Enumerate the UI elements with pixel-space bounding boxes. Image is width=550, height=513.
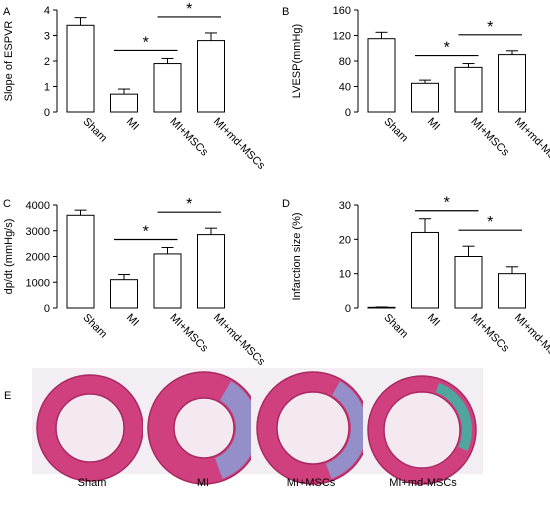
panel-c: C 0 1000 2000 3000 4000 dp/dt (mmHg/s) Sham MI MI… [3, 196, 267, 368]
panel-c-y-tick-label: 4000 [26, 200, 50, 212]
panel-b-bar-mi-mscs [454, 66, 483, 113]
panel-a-bar-mi-mscs [153, 63, 182, 113]
fibrosis-region [325, 381, 367, 479]
panel-c-bar-mi-mscs [153, 253, 182, 309]
heart-lumen [175, 399, 233, 457]
histology-image-mi-md-mscs [363, 368, 483, 485]
panel-b-significance-star: * [444, 40, 450, 57]
panel-c-y-tick-label: 0 [44, 303, 50, 315]
panel-b-letter: B [282, 6, 289, 18]
panel-d-significance-star: * [444, 195, 450, 212]
panel-d-bar-mi [411, 231, 439, 309]
panel-b-bar-sham [367, 38, 396, 113]
panel-a-y-tick-label: 2 [44, 56, 50, 68]
panel-b-y-tick-label: 80 [339, 56, 351, 68]
panel-b-category-label-mi-md-mscs: MI+md-MSCs [512, 116, 550, 173]
panel-b-category-label-mi: MI [425, 116, 442, 133]
panel-a-letter: A [3, 6, 11, 18]
histology-label-mi: MI [196, 477, 210, 489]
panel-a-category-label-mi-mscs: MI+MSCs [167, 116, 210, 159]
panel-c-bar-mi [110, 279, 138, 309]
panel-a-bar-mi [110, 93, 138, 113]
panel-a-category-label-mi: MI [124, 116, 141, 133]
panel-c-y-tick-label: 1000 [26, 277, 50, 289]
fibrosis-region [214, 381, 259, 479]
histology-panel [32, 368, 483, 485]
panel-c-significance-star: * [186, 196, 192, 213]
panel-a: A 0 1 2 3 4 Slope of ESPVR Sham MI MI+MSCs MI+md-M… [3, 1, 267, 172]
panel-d-y-tick-label: 20 [339, 234, 351, 246]
heart-lumen [385, 393, 459, 467]
histology-label-sham: Sham [77, 477, 107, 489]
panel-c-letter: C [3, 198, 11, 210]
panel-b-y-tick-label: 0 [345, 107, 351, 119]
panel-b-category-label-mi-mscs: MI+MSCs [468, 116, 511, 159]
panel-b: B 0 40 80 120 160 LVESP(mmHg) Sham MI MI+MSCs MI+m… [282, 5, 550, 172]
panel-c-bar-mi-md-mscs [197, 234, 225, 309]
panel-c-significance-star: * [143, 223, 149, 240]
panel-c-category-label-mi-mscs: MI+MSCs [167, 312, 210, 355]
panel-d: D 0 10 20 30 Infarction size (%) Sham MI MI+MSCs… [282, 195, 550, 368]
panel-d-bar-mi-mscs [454, 256, 483, 309]
histology-image-mi-mscs [251, 368, 371, 485]
panel-b-y-axis-label: LVESP(mmHg) [291, 24, 303, 98]
heart-lumen [278, 393, 348, 463]
panel-d-y-tick-label: 30 [339, 200, 351, 212]
panel-c-category-label-mi: MI [124, 312, 141, 329]
panel-c-y-axis-label: dp/dt (mmHg/s) [3, 219, 15, 295]
panel-a-y-tick-label: 1 [44, 82, 50, 94]
panel-d-y-tick-label: 0 [345, 303, 351, 315]
panel-b-category-label-sham: Sham [381, 116, 410, 145]
panel-b-y-tick-label: 40 [339, 82, 351, 94]
panel-letter-e: E [4, 390, 12, 402]
panel-d-significance-star: * [487, 214, 493, 231]
panel-d-y-axis-label: Infarction size (%) [291, 212, 303, 300]
panel-a-y-tick-label: 4 [44, 5, 50, 17]
histology-label-mi-mscs: MI+MSCs [286, 477, 336, 489]
panel-b-y-tick-label: 120 [333, 31, 351, 43]
panel-d-category-label-sham: Sham [381, 312, 410, 341]
panel-a-y-tick-label: 0 [44, 107, 50, 119]
heart-lumen [57, 395, 123, 461]
heart-tissue-ring [367, 375, 477, 485]
fibrosis-region [435, 383, 472, 452]
panel-a-significance-star: * [186, 1, 192, 18]
panel-d-y-tick-label: 10 [339, 269, 351, 281]
panel-a-category-label-sham: Sham [80, 116, 109, 145]
panel-a-bar-mi-md-mscs [197, 40, 225, 113]
histology-label-mi-md-mscs: MI+md-MSCs [389, 477, 457, 489]
panel-d-category-label-mi: MI [425, 312, 442, 329]
panel-a-significance-star: * [143, 34, 149, 51]
panel-a-y-tick-label: 3 [44, 31, 50, 43]
panel-d-bar-mi-md-mscs [498, 273, 526, 309]
panel-d-letter: D [282, 198, 290, 210]
panel-c-y-tick-label: 2000 [26, 252, 50, 264]
panel-b-y-tick-label: 160 [333, 5, 351, 17]
panel-d-category-label-mi-mscs: MI+MSCs [468, 312, 511, 355]
panel-c-bar-sham [66, 214, 95, 309]
histology-image-sham [32, 368, 152, 482]
histology-image-mi [143, 368, 263, 485]
panel-a-y-axis-label: Slope of ESPVR [3, 21, 15, 102]
panel-b-bar-mi-md-mscs [498, 54, 526, 113]
panel-c-category-label-sham: Sham [80, 312, 109, 341]
panel-d-category-label-mi-md-mscs: MI+md-MSCs [512, 312, 550, 369]
panel-c-category-label-mi-md-mscs: MI+md-MSCs [211, 312, 268, 369]
panel-a-bar-sham [66, 24, 95, 113]
panel-b-significance-star: * [487, 19, 493, 36]
panel-a-category-label-mi-md-mscs: MI+md-MSCs [211, 116, 268, 173]
panel-c-y-tick-label: 3000 [26, 226, 50, 238]
panel-b-bar-mi [411, 82, 439, 113]
